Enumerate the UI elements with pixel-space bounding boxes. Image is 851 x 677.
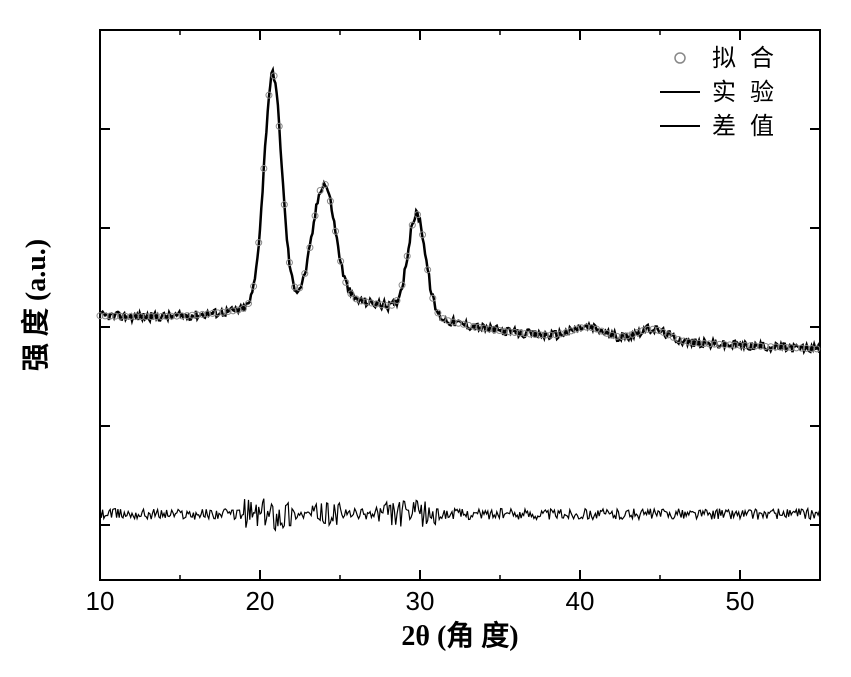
legend-label: 实 验 — [712, 79, 778, 106]
plot-frame — [100, 30, 820, 580]
y-axis-label: 强 度 (a.u.) — [20, 239, 52, 371]
x-tick-label: 40 — [566, 586, 595, 616]
chart-svg: 10 20 30 40 50 2θ (角 度) 强 度 (a.u.) 拟 合实 验差 值 — [0, 0, 851, 677]
series-difference — [100, 499, 819, 531]
legend-label: 拟 合 — [712, 45, 778, 72]
x-tick-label: 10 — [86, 586, 115, 616]
x-tick-label: 20 — [246, 586, 275, 616]
legend-marker-icon — [675, 53, 685, 63]
legend-label: 差 值 — [712, 113, 778, 140]
legend: 拟 合实 验差 值 — [660, 45, 778, 140]
x-tick-label: 50 — [726, 586, 755, 616]
xrd-chart: 10 20 30 40 50 2θ (角 度) 强 度 (a.u.) 拟 合实 验差 值 — [0, 0, 851, 677]
x-axis-label: 2θ (角 度) — [401, 619, 518, 652]
series-experiment — [100, 70, 819, 352]
x-tick-label: 30 — [406, 586, 435, 616]
